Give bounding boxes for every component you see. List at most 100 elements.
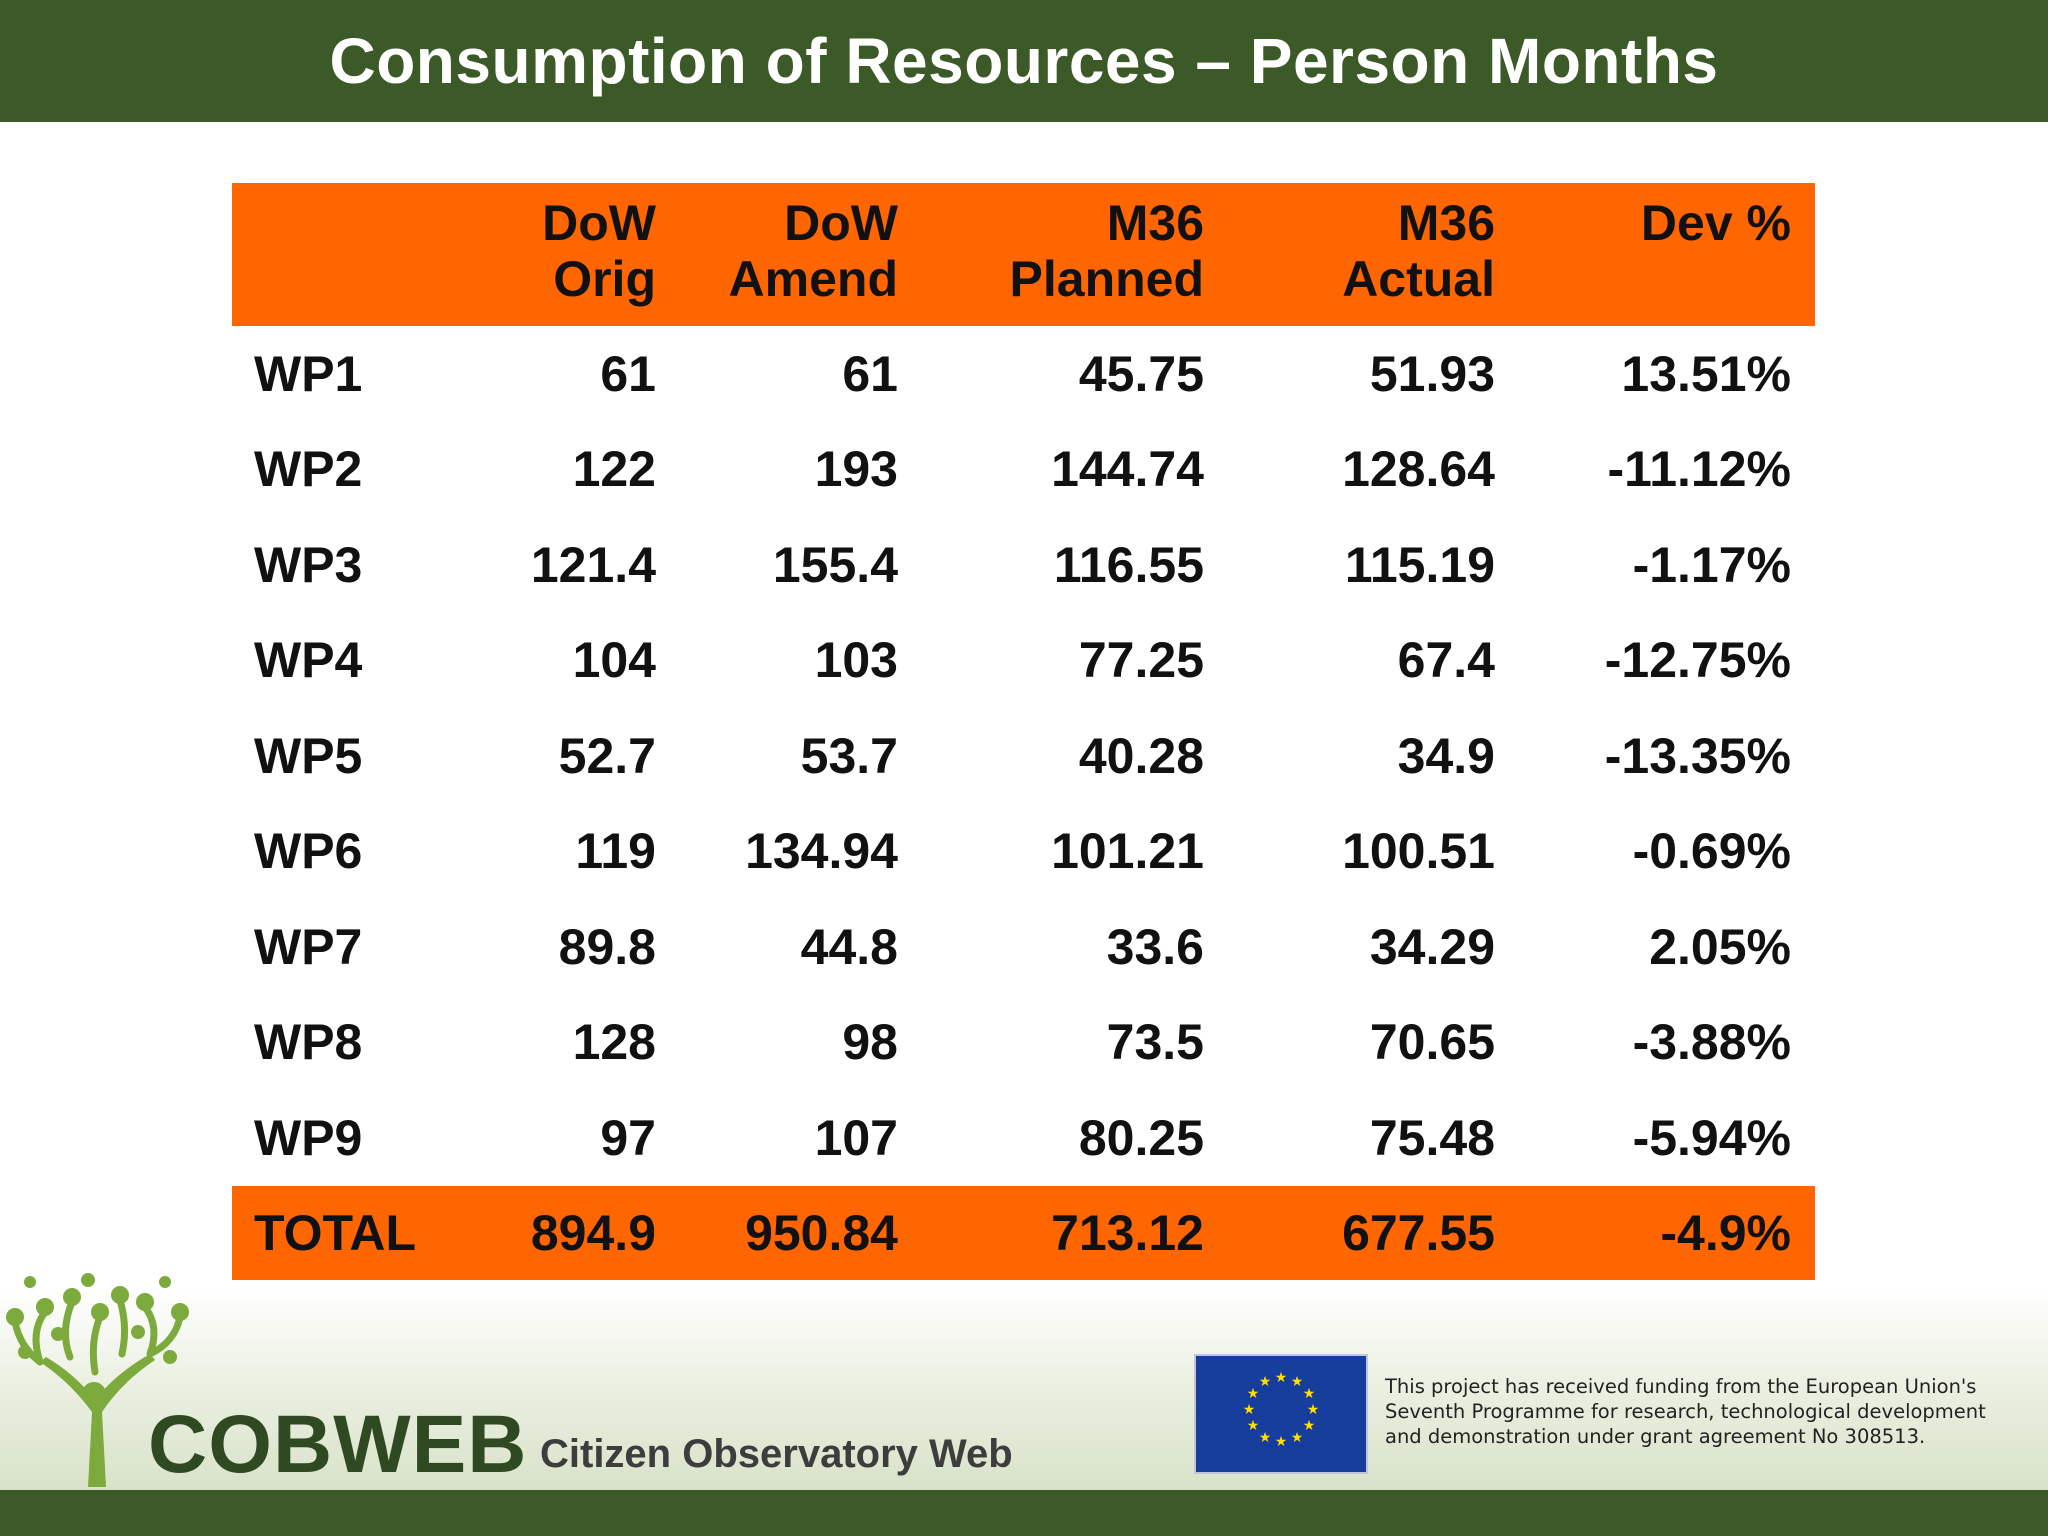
table-cell: 51.93 (1369, 345, 1495, 402)
table-cell: 45.75 (1078, 345, 1204, 402)
table-cell: 33.6 (1106, 918, 1204, 975)
table-cell: 67.4 (1397, 632, 1495, 689)
table-cell: 134.94 (745, 823, 898, 880)
table-cell: 104 (572, 632, 656, 689)
table-cell: 128 (572, 1014, 656, 1071)
table-cell: 70.65 (1369, 1014, 1495, 1071)
table-cell: 34.29 (1369, 918, 1495, 975)
table-row: WP3 121.4 155.4 116.55 115.19 -1.17% (232, 517, 1815, 613)
funding-statement: This project has received funding from t… (1385, 1374, 2025, 1449)
table-row: WP9 97 107 80.25 75.48 -5.94% (232, 1090, 1815, 1186)
total-cell: 713.12 (1051, 1204, 1204, 1261)
table-cell: WP5 (254, 727, 363, 784)
header-cell-m36-actual: M36 Actual (1342, 195, 1495, 307)
funding-line: Seventh Programme for research, technolo… (1385, 1400, 1986, 1423)
footer-bar (0, 1490, 2048, 1536)
table-row: WP1 61 61 45.75 51.93 13.51% (232, 326, 1815, 422)
table-cell: WP4 (254, 632, 363, 689)
svg-text:★: ★ (1275, 1434, 1288, 1450)
table-row: WP4 104 103 77.25 67.4 -12.75% (232, 613, 1815, 709)
table-cell: -1.17% (1632, 536, 1791, 593)
svg-text:★: ★ (1259, 1430, 1272, 1446)
cobweb-tree-logo-icon (6, 1273, 189, 1487)
eu-flag-icon: ★ ★ ★ ★ ★ ★ ★ ★ ★ ★ ★ ★ (1194, 1354, 1368, 1474)
table-row: WP2 122 193 144.74 128.64 -11.12% (232, 422, 1815, 518)
table-cell: 107 (814, 1109, 898, 1166)
funding-line: and demonstration under grant agreement … (1385, 1425, 1926, 1448)
table-cell: 115.19 (1344, 536, 1495, 593)
table-cell: WP2 (254, 441, 363, 498)
table-cell: 80.25 (1078, 1109, 1204, 1166)
table-cell: 155.4 (772, 536, 898, 593)
table-cell: WP6 (254, 823, 363, 880)
header-cell-label (232, 183, 462, 326)
table-cell: WP9 (254, 1109, 363, 1166)
table-cell: 73.5 (1106, 1014, 1204, 1071)
resources-table: DoW Orig DoW Amend M36 Planned M36 Actual De… (232, 183, 1815, 1280)
total-cell: -4.9% (1660, 1204, 1791, 1261)
table-total-row: TOTAL 894.9 950.84 713.12 677.55 -4.9% (232, 1185, 1815, 1280)
table-row: WP6 119 134.94 101.21 100.51 -0.69% (232, 804, 1815, 900)
title-bar: Consumption of Resources – Person Months (0, 0, 2048, 122)
table-cell: 61 (600, 345, 656, 402)
total-cell: 677.55 (1342, 1204, 1495, 1261)
table-cell: 2.05% (1649, 918, 1791, 975)
resources-table-container: DoW Orig DoW Amend M36 Planned M36 Actual De… (232, 183, 1815, 1280)
table-cell: 13.51% (1621, 345, 1791, 402)
header-cell-m36-planned: M36 Planned (1009, 195, 1204, 307)
table-cell: 44.8 (800, 918, 898, 975)
table-cell: 75.48 (1369, 1109, 1495, 1166)
svg-text:★: ★ (1275, 1370, 1288, 1386)
funding-line: This project has received funding from t… (1385, 1375, 1977, 1398)
table-cell: 121.4 (530, 536, 656, 593)
table-cell: 97 (600, 1109, 656, 1166)
table-cell: 100.51 (1342, 823, 1495, 880)
table-cell: WP8 (254, 1014, 363, 1071)
svg-text:★: ★ (1247, 1418, 1260, 1434)
table-cell: 61 (842, 345, 898, 402)
table-cell: 119 (575, 823, 656, 880)
table-cell: 40.28 (1078, 727, 1204, 784)
table-cell: -0.69% (1632, 823, 1791, 880)
table-row: WP8 128 98 73.5 70.65 -3.88% (232, 995, 1815, 1091)
table-cell: -5.94% (1632, 1109, 1791, 1166)
table-cell: 52.7 (558, 727, 656, 784)
table-cell: 193 (814, 441, 898, 498)
header-cell-dow-amend: DoW Amend (728, 195, 898, 307)
table-row: WP5 52.7 53.7 40.28 34.9 -13.35% (232, 708, 1815, 804)
svg-text:★: ★ (1303, 1386, 1316, 1402)
table-cell: -13.35% (1604, 727, 1791, 784)
table-cell: 103 (814, 632, 898, 689)
table-row: WP7 89.8 44.8 33.6 34.29 2.05% (232, 899, 1815, 995)
svg-text:★: ★ (1247, 1386, 1260, 1402)
total-cell: TOTAL (254, 1204, 417, 1261)
table-cell: -12.75% (1604, 632, 1791, 689)
footer-band (0, 1290, 2048, 1490)
svg-text:★: ★ (1307, 1402, 1320, 1418)
table-cell: 144.74 (1051, 441, 1204, 498)
table-cell: 89.8 (558, 918, 656, 975)
svg-text:★: ★ (1303, 1418, 1316, 1434)
table-cell: WP3 (254, 536, 363, 593)
header-cell-dev-percent: Dev % (1640, 195, 1791, 251)
table-cell: WP1 (254, 345, 363, 402)
table-cell: 128.64 (1342, 441, 1495, 498)
table-cell: -11.12% (1607, 441, 1791, 498)
svg-text:★: ★ (1291, 1430, 1304, 1446)
table-cell: 116.55 (1053, 536, 1204, 593)
total-cell: 894.9 (530, 1204, 656, 1261)
slide-title: Consumption of Resources – Person Months (329, 25, 1719, 97)
table-cell: 122 (572, 441, 656, 498)
svg-text:★: ★ (1259, 1374, 1272, 1390)
cobweb-logo-subtitle: Citizen Observatory Web (540, 1432, 1013, 1476)
table-cell: 34.9 (1397, 727, 1495, 784)
table-cell: 98 (842, 1014, 898, 1071)
svg-text:★: ★ (1243, 1402, 1256, 1418)
table-header-row: DoW Orig DoW Amend M36 Planned M36 Actual De… (232, 183, 1815, 326)
total-cell: 950.84 (745, 1204, 898, 1261)
header-cell-dow-orig: DoW Orig (542, 195, 656, 307)
table-cell: -3.88% (1632, 1014, 1791, 1071)
table-cell: 101.21 (1051, 823, 1204, 880)
svg-text:★: ★ (1291, 1374, 1304, 1390)
table-cell: WP7 (254, 918, 363, 975)
